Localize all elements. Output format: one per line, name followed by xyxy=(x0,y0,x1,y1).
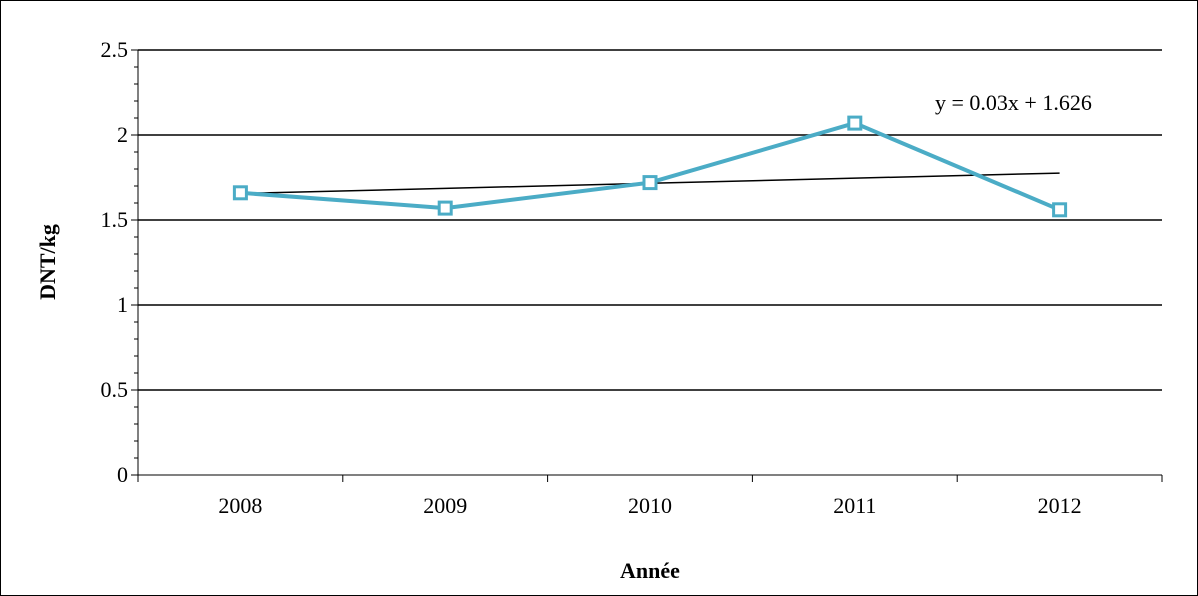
x-tick-label: 2012 xyxy=(1038,493,1082,518)
data-point-marker xyxy=(437,200,453,216)
series-group xyxy=(232,115,1068,218)
labels: y = 0.03x + 1.626 Année DNT/kg 0 0.5 1 1.5 2… xyxy=(35,37,1092,583)
data-point-marker xyxy=(847,115,863,131)
data-point-marker xyxy=(232,185,248,201)
y-tick-label: 2 xyxy=(117,122,128,147)
series-line xyxy=(240,121,1061,212)
x-axis-title: Année xyxy=(620,558,680,583)
x-tick-label: 2010 xyxy=(628,493,672,518)
trendline-equation: y = 0.03x + 1.626 xyxy=(935,90,1092,115)
axes xyxy=(131,49,1163,482)
y-tick-label: 2.5 xyxy=(101,37,129,62)
x-tick-label: 2008 xyxy=(218,493,262,518)
data-point-marker xyxy=(642,175,658,191)
data-point-marker xyxy=(1052,202,1068,218)
y-tick-label: 1.5 xyxy=(101,207,129,232)
y-tick-label: 0.5 xyxy=(101,377,129,402)
y-tick-label: 1 xyxy=(117,292,128,317)
x-tick-label: 2009 xyxy=(423,493,467,518)
y-tick-label: 0 xyxy=(117,462,128,487)
y-axis-title: DNT/kg xyxy=(35,224,60,300)
x-tick-label: 2011 xyxy=(833,493,876,518)
gridlines xyxy=(138,49,1162,391)
